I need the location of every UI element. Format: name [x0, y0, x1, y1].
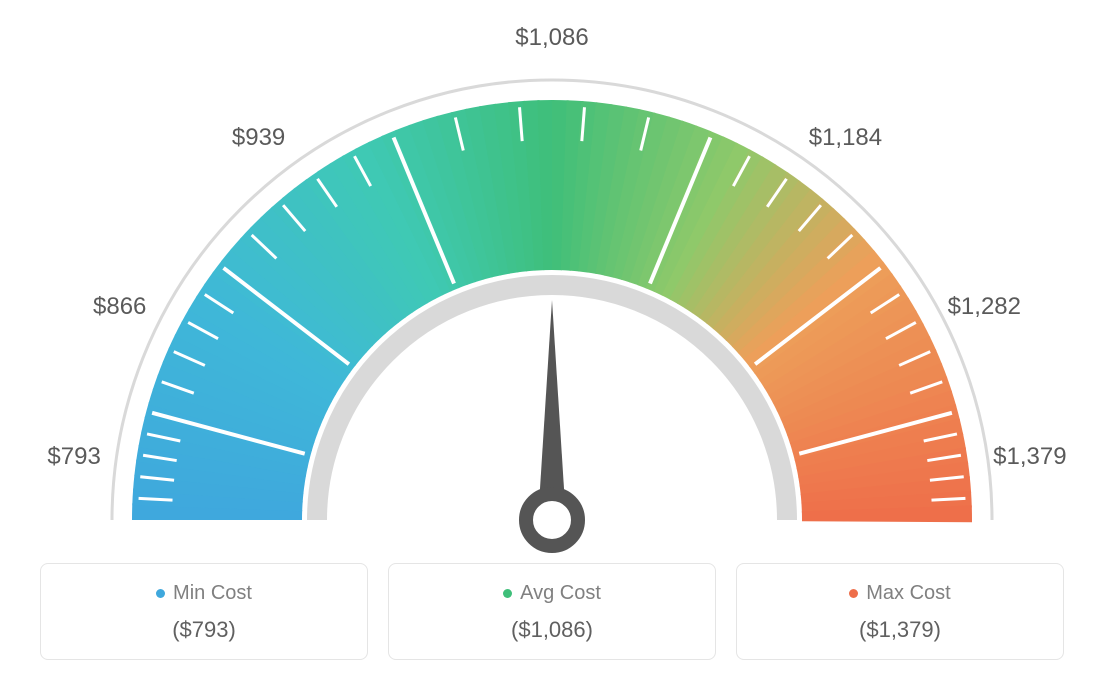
- legend-label-min: Min Cost: [173, 582, 252, 605]
- legend: Min Cost ($793) Avg Cost ($1,086) Max Co…: [40, 563, 1064, 660]
- legend-card-avg: Avg Cost ($1,086): [388, 563, 716, 660]
- gauge-tick-label: $1,379: [993, 443, 1066, 471]
- legend-value-max: ($1,379): [747, 617, 1053, 643]
- gauge: $793 $866 $939 $1,086 $1,184 $1,282 $1,379: [0, 0, 1104, 560]
- legend-value-avg: ($1,086): [399, 617, 705, 643]
- legend-label-avg: Avg Cost: [520, 582, 601, 605]
- legend-title-max: Max Cost: [747, 582, 1053, 605]
- gauge-tick-label: $793: [47, 443, 100, 471]
- legend-label-max: Max Cost: [866, 582, 950, 605]
- gauge-tick-label: $1,184: [809, 124, 882, 152]
- dot-icon: [156, 589, 165, 598]
- legend-title-avg: Avg Cost: [399, 582, 705, 605]
- legend-card-min: Min Cost ($793): [40, 563, 368, 660]
- gauge-tick-label: $866: [93, 293, 146, 321]
- gauge-svg: [22, 20, 1082, 580]
- legend-value-min: ($793): [51, 617, 357, 643]
- dot-icon: [503, 589, 512, 598]
- chart-container: $793 $866 $939 $1,086 $1,184 $1,282 $1,379 Min…: [0, 0, 1104, 690]
- gauge-tick-label: $1,282: [948, 293, 1021, 321]
- gauge-tick-label: $939: [232, 124, 285, 152]
- gauge-tick-label: $1,086: [515, 24, 588, 52]
- dot-icon: [849, 589, 858, 598]
- legend-title-min: Min Cost: [51, 582, 357, 605]
- legend-card-max: Max Cost ($1,379): [736, 563, 1064, 660]
